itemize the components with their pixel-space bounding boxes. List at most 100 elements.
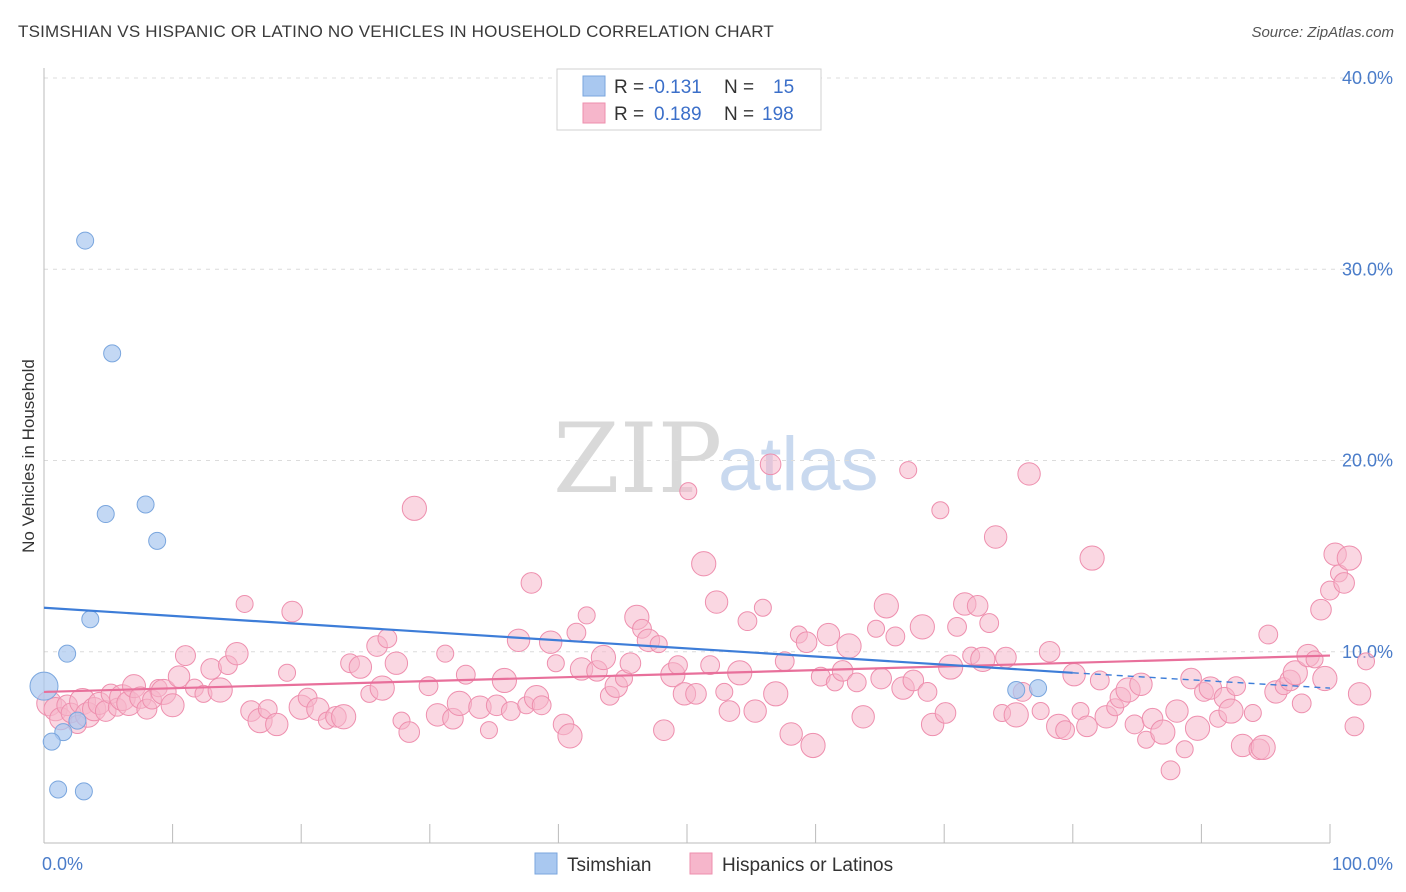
hispanics-point-23 bbox=[174, 645, 196, 667]
hispanics-point-159 bbox=[1165, 699, 1189, 723]
tsimshian-point-4 bbox=[148, 531, 167, 550]
hispanics-point-62 bbox=[491, 667, 517, 694]
hispanics-point-117 bbox=[873, 593, 899, 619]
watermark-atlas: atlas bbox=[718, 422, 879, 507]
hispanics-point-118 bbox=[885, 626, 906, 647]
hispanics-point-26 bbox=[200, 658, 222, 680]
hispanics-point-81 bbox=[619, 652, 642, 675]
hispanics-point-116 bbox=[870, 667, 892, 690]
hispanics-point-86 bbox=[653, 719, 675, 741]
hispanics-point-115 bbox=[867, 619, 886, 638]
hispanics-point-148 bbox=[1089, 670, 1110, 691]
hispanics-point-94 bbox=[704, 590, 729, 614]
hispanics-point-100 bbox=[753, 598, 772, 617]
hispanics-point-146 bbox=[1076, 715, 1098, 738]
y-tick-label-10: 10.0% bbox=[1342, 642, 1393, 662]
grid-lines bbox=[44, 77, 1392, 653]
hispanics-point-188 bbox=[1344, 716, 1365, 737]
hispanics-point-21 bbox=[160, 693, 185, 718]
hispanics-point-64 bbox=[506, 628, 531, 652]
tsimshian-point-8 bbox=[54, 723, 73, 742]
hispanics-point-162 bbox=[1184, 715, 1211, 741]
hispanics-point-72 bbox=[557, 723, 583, 749]
hispanics-point-143 bbox=[1055, 720, 1075, 741]
hispanics-point-112 bbox=[836, 633, 862, 659]
hispanics-point-140 bbox=[1031, 702, 1050, 721]
y-tick-labels: 10.0% 20.0% 30.0% 40.0% bbox=[1342, 68, 1393, 662]
y-tick-label-30: 30.0% bbox=[1342, 259, 1393, 279]
hispanics-point-66 bbox=[520, 572, 543, 594]
hispanics-point-106 bbox=[795, 631, 818, 653]
hispanics-point-141 bbox=[1038, 640, 1061, 663]
hispanics-point-90 bbox=[679, 482, 698, 501]
bottom-legend-swatch-hispanics bbox=[689, 852, 713, 875]
hispanics-point-27 bbox=[207, 677, 233, 703]
y-axis-label: No Vehicles in Household bbox=[19, 359, 38, 553]
hispanics-point-98 bbox=[737, 611, 758, 632]
bottom-legend-label-tsimshian: Tsimshian bbox=[567, 855, 651, 876]
hispanics-point-120 bbox=[899, 461, 918, 480]
hispanics-point-70 bbox=[546, 654, 565, 673]
hispanics-point-167 bbox=[1218, 698, 1244, 724]
hispanics-point-30 bbox=[235, 594, 254, 613]
hispanics-point-95 bbox=[715, 682, 734, 701]
chart-title: TSIMSHIAN VS HISPANIC OR LATINO NO VEHIC… bbox=[18, 22, 774, 41]
tsimshian-trend-extension bbox=[1072, 672, 1331, 689]
tsimshian-point-14 bbox=[1029, 679, 1048, 698]
watermark-zip: ZIP bbox=[553, 403, 722, 515]
legend-r-label-2: R = bbox=[614, 104, 644, 125]
hispanics-point-160 bbox=[1175, 740, 1194, 759]
legend: R = -0.131 N = 15 R = 0.189 N = 198 bbox=[556, 68, 822, 131]
tsimshian-point-7 bbox=[29, 671, 59, 701]
tsimshian-point-2 bbox=[136, 495, 155, 514]
hispanics-point-102 bbox=[763, 681, 789, 707]
bottom-legend-label-hispanics: Hispanics or Latinos bbox=[722, 855, 893, 876]
hispanics-point-158 bbox=[1160, 760, 1181, 781]
hispanics-point-104 bbox=[779, 722, 803, 746]
hispanics-point-181 bbox=[1310, 598, 1332, 621]
bottom-legend: Tsimshian Hispanics or Latinos bbox=[534, 852, 893, 876]
tsimshian-point-11 bbox=[49, 780, 68, 799]
hispanics-point-92 bbox=[691, 551, 717, 577]
hispanics-point-154 bbox=[1129, 672, 1153, 696]
hispanics-point-57 bbox=[446, 690, 472, 716]
hispanics-point-157 bbox=[1150, 719, 1176, 745]
hispanics-point-189 bbox=[1347, 682, 1372, 706]
hispanics-point-190 bbox=[1357, 652, 1376, 671]
hispanics-point-187 bbox=[1336, 545, 1362, 571]
hispanics-point-75 bbox=[577, 606, 596, 625]
x-tick-labels: 0.0% 100.0% bbox=[42, 854, 1393, 874]
legend-r-value-2: 0.189 bbox=[654, 104, 702, 125]
hispanics-point-55 bbox=[436, 644, 455, 663]
legend-swatch-tsimshian bbox=[582, 75, 606, 97]
hispanics-point-73 bbox=[566, 622, 587, 643]
legend-n-value-1: 15 bbox=[773, 77, 794, 98]
hispanics-point-133 bbox=[979, 613, 1000, 633]
hispanics-point-109 bbox=[816, 622, 841, 647]
hispanics-point-34 bbox=[265, 712, 289, 737]
hispanics-point-177 bbox=[1282, 660, 1308, 686]
hispanics-point-125 bbox=[931, 501, 950, 520]
hispanics-point-121 bbox=[902, 669, 925, 692]
hispanics-point-147 bbox=[1079, 545, 1105, 571]
hispanics-point-36 bbox=[281, 600, 303, 623]
hispanics-point-144 bbox=[1062, 663, 1086, 687]
hispanics-point-60 bbox=[479, 721, 498, 740]
legend-n-label-2: N = bbox=[724, 104, 754, 125]
hispanics-point-128 bbox=[947, 616, 967, 637]
legend-r-value-1: -0.131 bbox=[648, 77, 702, 98]
tsimshian-point-13 bbox=[1007, 681, 1026, 699]
hispanics-point-114 bbox=[851, 705, 875, 729]
hispanics-point-153 bbox=[1124, 714, 1145, 735]
hispanics-point-91 bbox=[685, 683, 707, 705]
hispanics-point-51 bbox=[398, 721, 421, 743]
hispanics-point-44 bbox=[348, 655, 373, 679]
hispanics-point-52 bbox=[401, 495, 427, 521]
y-tick-label-40: 40.0% bbox=[1342, 68, 1393, 88]
legend-n-label-1: N = bbox=[724, 77, 754, 98]
hispanics-point-182 bbox=[1312, 665, 1338, 692]
tsimshian-point-3 bbox=[96, 505, 115, 524]
hispanics-point-139 bbox=[1017, 462, 1041, 486]
hispanics-point-168 bbox=[1226, 676, 1247, 697]
